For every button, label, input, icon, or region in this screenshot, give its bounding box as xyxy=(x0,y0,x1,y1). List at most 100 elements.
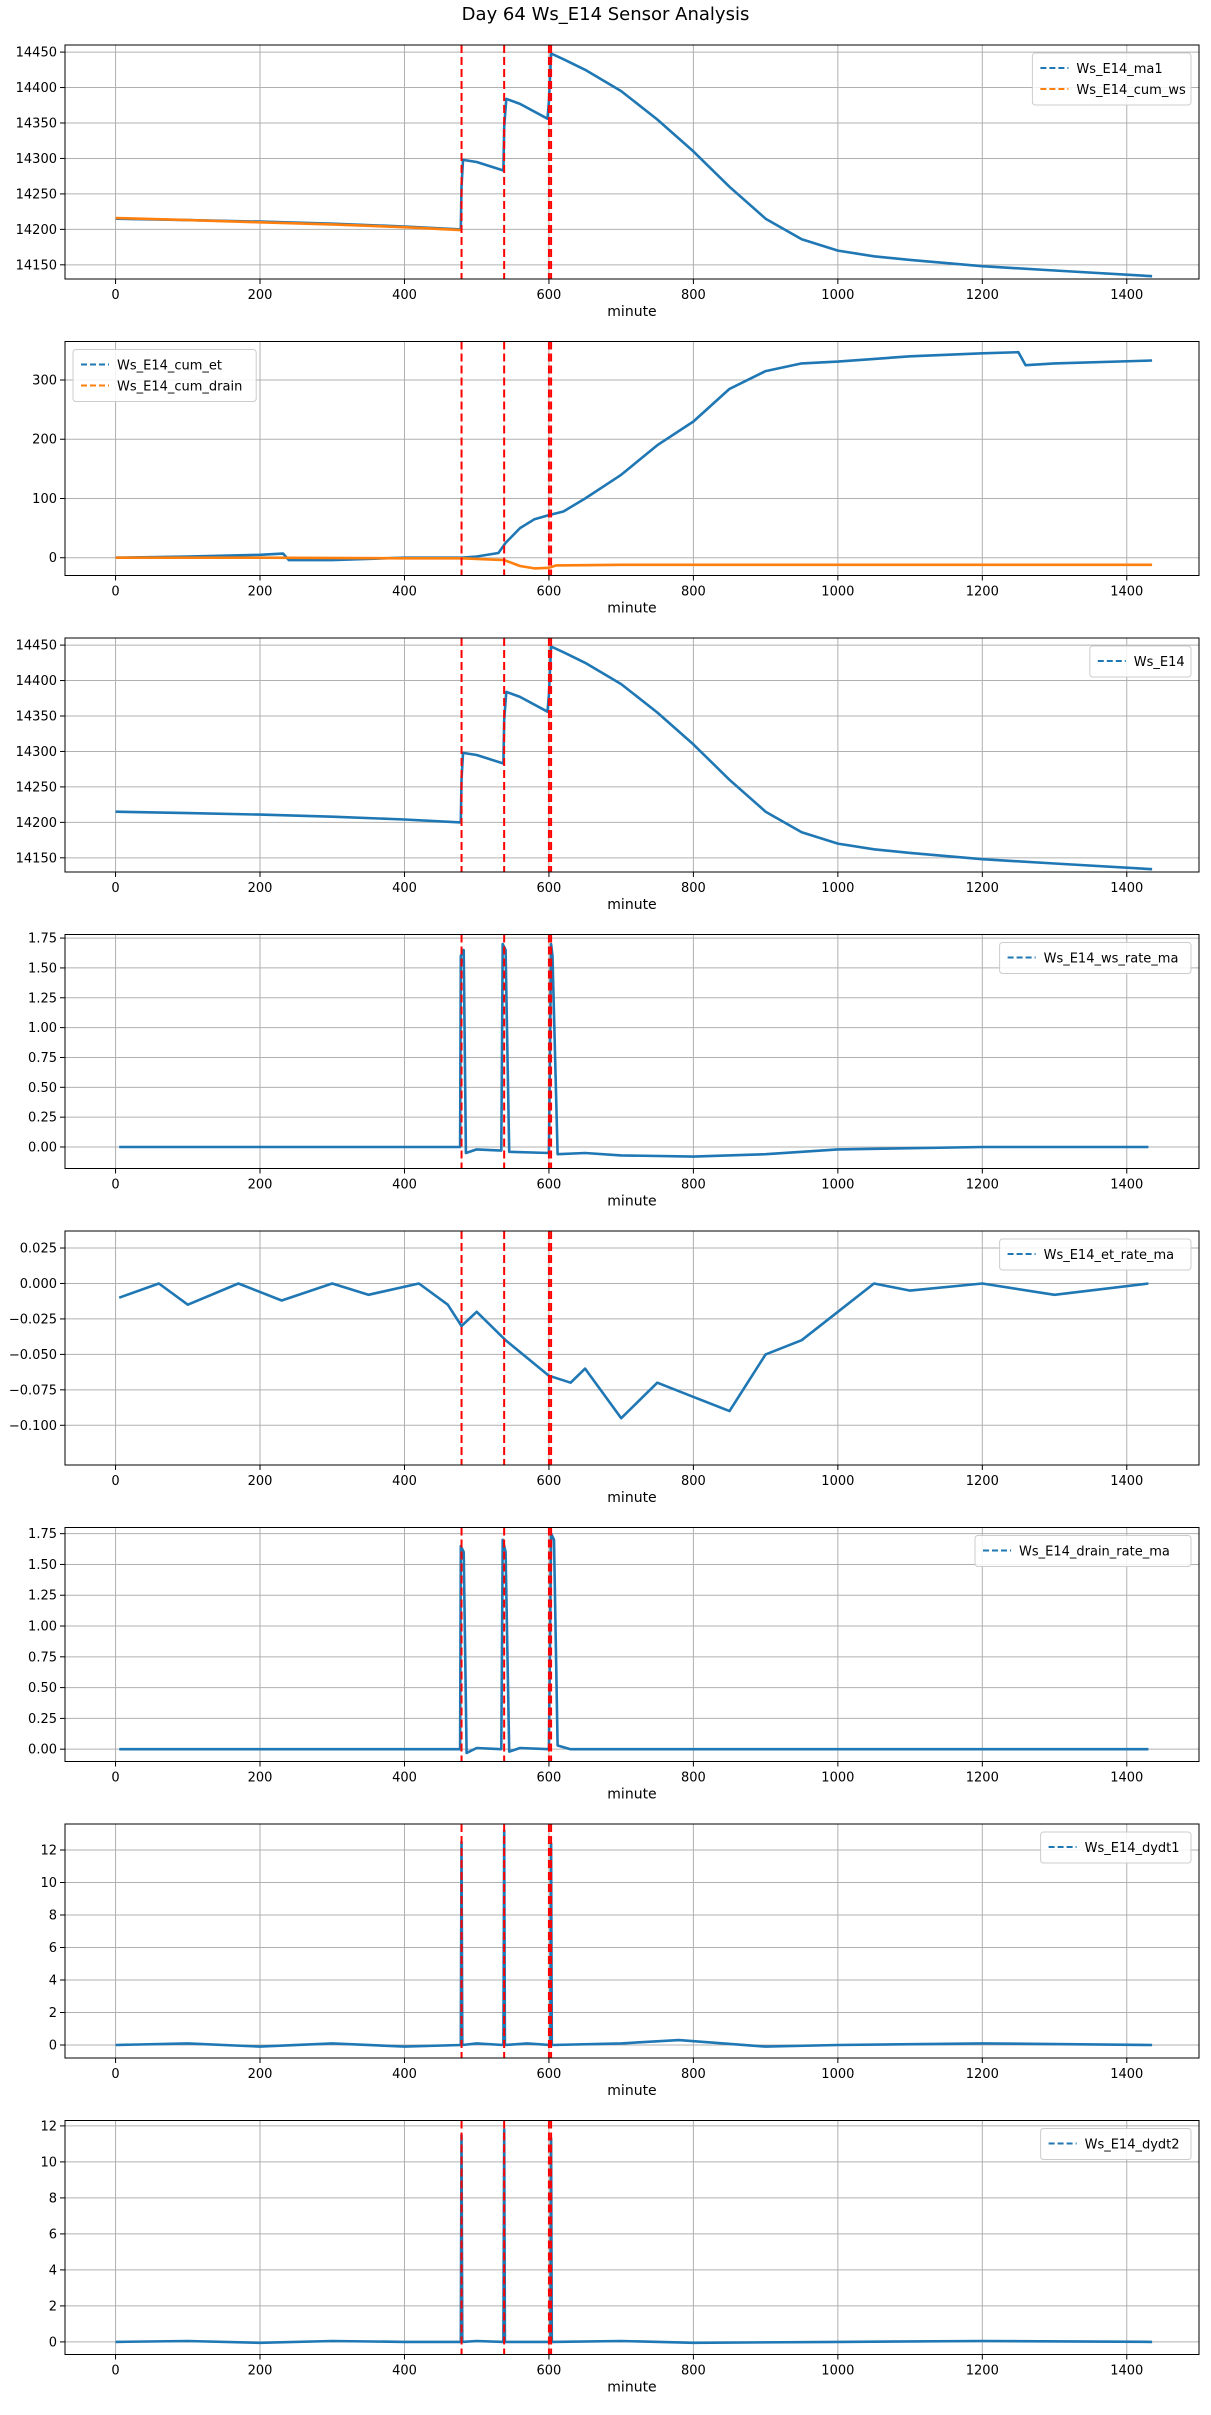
series-line-Ws_E14_dydt1 xyxy=(115,1829,1153,2048)
y-tick-label: 0.50 xyxy=(28,1681,57,1696)
y-tick-label: 14250 xyxy=(16,187,57,202)
x-tick-label: 1000 xyxy=(821,881,854,896)
legend-box xyxy=(1040,1831,1192,1864)
x-tick-label: 600 xyxy=(537,881,562,896)
series-group xyxy=(115,1829,1153,2048)
x-tick-label: 1000 xyxy=(821,1771,854,1786)
x-tick-label: 200 xyxy=(248,288,273,303)
y-tick-label: 0 xyxy=(49,551,57,566)
legend-label: Ws_E14_et_rate_ma xyxy=(1044,1248,1175,1263)
y-tick-label: 0.25 xyxy=(28,1111,57,1126)
x-tick-label: 0 xyxy=(111,2067,119,2082)
legend-box xyxy=(1040,2128,1192,2160)
series-group xyxy=(118,1282,1149,1420)
legend-label: Ws_E14_ma1 xyxy=(1076,62,1162,77)
y-tick-label: 0.000 xyxy=(20,1277,57,1292)
x-tick-label: 1400 xyxy=(1110,1178,1143,1193)
x-tick-label: 200 xyxy=(248,1771,273,1786)
plot-frame xyxy=(64,637,1200,873)
y-tick-label: 1.25 xyxy=(28,991,57,1006)
x-tick-label: 0 xyxy=(111,288,119,303)
series-line-Ws_E14_ws_rate_ma xyxy=(119,942,1149,1158)
subplot-2: 0 200 400 600 800 1000 1200 1400 0 100 200 300 minut… xyxy=(32,341,1200,617)
x-tick-label: 1000 xyxy=(821,2364,854,2379)
x-tick-label: 1000 xyxy=(821,1474,854,1489)
x-tick-label: 600 xyxy=(537,1771,562,1786)
plot-frame xyxy=(64,1527,1200,1762)
legend-box xyxy=(999,942,1192,974)
legend-box xyxy=(1031,52,1192,106)
x-tick-label: 0 xyxy=(111,881,119,896)
series-line-Ws_E14_cum_drain xyxy=(115,556,1153,570)
y-tick-label: 12 xyxy=(40,2119,57,2134)
y-tick-label: 10 xyxy=(40,2155,57,2170)
x-tick-label: 800 xyxy=(681,2364,706,2379)
y-tick-label: 8 xyxy=(49,2191,57,2206)
x-tick-label: 400 xyxy=(392,1178,417,1193)
x-tick-label: 200 xyxy=(248,881,273,896)
x-tick-label: 1400 xyxy=(1110,585,1143,600)
x-tick-label: 0 xyxy=(111,1178,119,1193)
x-tick-label: 1400 xyxy=(1110,2364,1143,2379)
y-tick-label: 14400 xyxy=(16,81,57,96)
series-group xyxy=(115,2128,1153,2345)
y-tick-label: 14200 xyxy=(16,223,57,238)
y-tick-label: 14150 xyxy=(16,258,57,273)
x-tick-label: 200 xyxy=(248,1474,273,1489)
figure-title: Day 64 Ws_E14 Sensor Analysis xyxy=(461,4,750,25)
x-tick-label: 1200 xyxy=(966,1771,999,1786)
legend-label: Ws_E14_ws_rate_ma xyxy=(1044,952,1179,967)
plot-frame xyxy=(64,44,1200,280)
y-tick-label: 0 xyxy=(49,2335,57,2350)
x-tick-label: 400 xyxy=(392,585,417,600)
x-tick-label: 800 xyxy=(681,585,706,600)
legend: Ws_E14_et_rate_ma xyxy=(999,1238,1192,1271)
legend-label: Ws_E14 xyxy=(1134,655,1185,670)
y-tick-label: 1.00 xyxy=(28,1021,57,1036)
y-tick-label: 4 xyxy=(49,1974,57,1989)
x-tick-label: 400 xyxy=(392,2364,417,2379)
y-tick-label: 0.50 xyxy=(28,1081,57,1096)
legend-box xyxy=(999,1238,1192,1271)
y-tick-label: 0.025 xyxy=(20,1242,57,1257)
x-axis-label: minute xyxy=(607,2083,656,2099)
x-tick-label: 600 xyxy=(537,1178,562,1193)
y-tick-label: 0.75 xyxy=(28,1051,57,1066)
y-tick-label: 2 xyxy=(49,2299,57,2314)
x-axis-label: minute xyxy=(607,897,656,913)
y-tick-label: 14300 xyxy=(16,152,57,167)
x-tick-label: 1000 xyxy=(821,2067,854,2082)
x-tick-label: 800 xyxy=(681,881,706,896)
y-tick-label: 0.25 xyxy=(28,1712,57,1727)
y-tick-label: 0.75 xyxy=(28,1650,57,1665)
y-tick-label: 4 xyxy=(49,2263,57,2278)
x-tick-label: 1000 xyxy=(821,1178,854,1193)
x-tick-label: 400 xyxy=(392,2067,417,2082)
x-axis-label: minute xyxy=(607,1787,656,1803)
legend-label: Ws_E14_cum_drain xyxy=(117,380,242,395)
y-tick-label: 8 xyxy=(49,1909,57,1924)
x-tick-label: 600 xyxy=(537,1474,562,1489)
x-tick-label: 1200 xyxy=(966,2364,999,2379)
plot-frame xyxy=(64,2120,1200,2355)
x-tick-label: 1200 xyxy=(966,2067,999,2082)
y-tick-label: 1.25 xyxy=(28,1589,57,1604)
x-tick-label: 1400 xyxy=(1110,1474,1143,1489)
x-tick-label: 200 xyxy=(248,1178,273,1193)
x-tick-label: 1400 xyxy=(1110,1771,1143,1786)
x-tick-label: 600 xyxy=(537,2364,562,2379)
x-tick-label: 200 xyxy=(248,2364,273,2379)
x-tick-label: 1200 xyxy=(966,288,999,303)
x-tick-label: 1400 xyxy=(1110,2067,1143,2082)
series-group xyxy=(119,942,1149,1158)
legend: Ws_E14_ws_rate_ma xyxy=(999,942,1192,974)
x-tick-label: 0 xyxy=(111,1474,119,1489)
y-tick-label: 1.50 xyxy=(28,961,57,976)
legend-label: Ws_E14_cum_et xyxy=(117,359,222,374)
y-tick-label: 14350 xyxy=(16,117,57,132)
legend-label: Ws_E14_dydt2 xyxy=(1085,2138,1180,2153)
x-tick-label: 1200 xyxy=(966,585,999,600)
x-tick-label: 1400 xyxy=(1110,881,1143,896)
